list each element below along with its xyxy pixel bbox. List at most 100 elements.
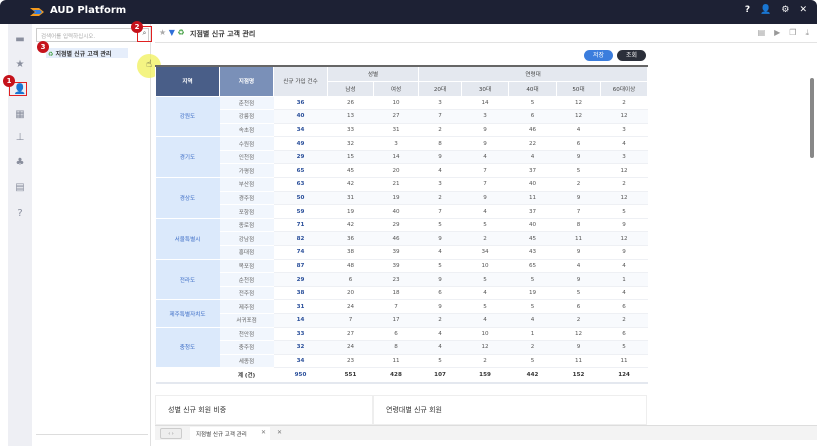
value-cell: 12 [556,109,601,124]
value-cell: 4 [600,136,648,151]
header-region: 지역 [155,65,220,97]
gender-chart-panel: 성별 신규 회원 비중 [155,395,373,425]
value-cell: 11 [556,354,601,369]
value-cell: 24 [327,299,374,314]
save-button[interactable]: 저장 [584,50,613,61]
download-icon[interactable]: ⤓ [805,28,809,37]
table-row: 순천점 29 6 23 9 5 5 9 1 [156,272,648,287]
value-cell: 6 [418,286,462,301]
branch-cell: 서귀포점 [219,313,274,328]
value-cell: 37 [508,204,557,219]
star-icon[interactable]: ★ [15,59,25,70]
total-row: 계 (건) 950 551 428 107 159 442 152 124 [155,367,648,384]
report-icon[interactable]: ▤ [15,182,25,193]
value-cell: 23 [373,272,419,287]
value-cell: 7 [373,299,419,314]
value-cell: 3 [461,109,509,124]
value-cell: 5 [418,259,462,274]
app-title: AUD Platform [50,5,127,16]
value-cell: 31 [373,123,419,138]
value-cell: 19 [373,191,419,206]
value-cell: 3 [373,136,419,151]
value-cell: 9 [418,231,462,247]
value-cell: 40 [273,109,328,124]
search-button[interactable]: ⌕ [137,26,152,42]
folder-icon[interactable]: ▬ [15,34,25,45]
play-icon[interactable]: ▶ [774,28,781,37]
value-cell: 12 [461,340,509,355]
value-cell: 27 [373,109,419,124]
value-cell: 45 [327,163,374,179]
help-icon[interactable]: ? [17,208,23,219]
help-icon[interactable]: ? [744,5,751,15]
value-cell: 22 [508,136,557,151]
value-cell: 29 [273,272,328,287]
value-cell: 65 [508,259,557,274]
logo-icon [30,8,44,16]
document-icon[interactable]: ▤ [757,28,766,37]
user-icon[interactable]: 👤 [13,84,27,95]
copy-icon[interactable]: ❐ [789,28,797,37]
value-cell: 12 [600,231,648,247]
value-cell: 10 [461,327,509,342]
value-cell: 9 [600,218,648,233]
table-row: 충주점 32 24 8 4 12 2 9 5 [156,340,648,355]
value-cell: 71 [273,218,328,233]
close-icon[interactable]: ✕ [799,5,807,15]
value-cell: 31 [327,191,374,206]
branch-cell: 제주점 [219,299,274,314]
branch-cell: 충주점 [219,340,274,355]
value-cell: 42 [327,218,374,233]
close-tab-icon[interactable]: ✕ [261,429,267,436]
search-icon: ⌕ [142,29,147,37]
value-cell: 2 [418,191,462,206]
dashboard-icon[interactable]: ▦ [15,109,25,120]
value-cell: 2 [556,313,601,328]
value-cell: 3 [418,177,462,192]
value-cell: 36 [327,231,374,247]
value-cell: 9 [461,136,509,151]
value-cell: 9 [556,245,601,260]
value-cell: 4 [418,245,462,260]
value-cell: 9 [556,340,601,355]
branch-cell: 가평점 [219,163,274,179]
value-cell: 5 [418,218,462,233]
branch-cell: 수원점 [219,136,274,151]
tab-label: 지점별 신규 고객 관리 [196,432,247,438]
value-cell: 23 [327,354,374,369]
query-button[interactable]: 조회 [617,50,646,61]
header-gender: 성별 [326,65,420,82]
value-cell: 4 [600,286,648,301]
value-cell: 4 [461,150,509,165]
value-cell: 3 [418,96,462,111]
report-icon: ♻ [177,28,185,37]
hierarchy-icon[interactable]: ⊥ [15,132,25,143]
tab-report[interactable]: 지점별 신규 고객 관리 [190,427,270,440]
star-icon[interactable]: ★ [159,28,167,37]
tab-nav-buttons[interactable]: ‹ › [160,428,182,439]
value-cell: 5 [556,163,601,179]
branch-cell: 순천점 [219,272,274,287]
value-cell: 29 [273,150,328,165]
filter-icon[interactable]: ▼ [168,28,175,37]
tree-item-report[interactable]: ♻ 지점별 신규 고객 관리 [46,48,128,58]
value-cell: 8 [556,218,601,233]
gear-icon[interactable]: ⚙ [781,5,790,15]
bell-icon[interactable]: ♣ [15,157,25,168]
table-row: 강릉점 40 13 27 7 3 6 12 12 [156,109,648,124]
value-cell: 9 [418,272,462,287]
value-cell: 33 [273,327,328,342]
vertical-scrollbar[interactable] [810,78,814,158]
value-cell: 5 [418,354,462,369]
search-input[interactable]: 검색어를 입력하십시오. [36,28,149,42]
value-cell: 6 [373,327,419,342]
tree-panel: 검색어를 입력하십시오. ⌕ ♻ 지점별 신규 고객 관리 ☝ [32,24,161,446]
table-row: 충청도 천안점 33 27 6 4 10 1 12 6 [155,327,648,369]
user-icon[interactable]: 👤 [760,5,772,15]
close-all-tabs-icon[interactable]: ✕ [277,429,283,436]
value-cell: 38 [273,286,328,301]
report-title: 지점별 신규 고객 관리 [190,30,256,38]
header-female: 여성 [372,80,420,97]
value-cell: 12 [600,163,648,179]
value-cell: 4 [556,259,601,274]
